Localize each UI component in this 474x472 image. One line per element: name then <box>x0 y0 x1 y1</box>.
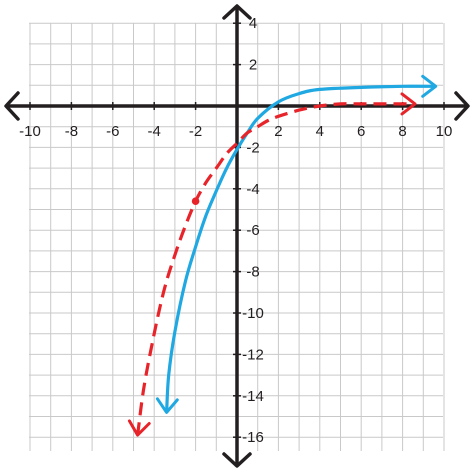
dashed-curve-start-arrowhead <box>127 419 151 437</box>
y-tick-label: -6 <box>246 222 259 239</box>
x-tick-label: -8 <box>65 123 78 140</box>
x-tick-label: -6 <box>106 123 119 140</box>
solid-curve-end-arrowhead <box>421 74 438 98</box>
solid-curve-start-arrowhead <box>155 397 179 414</box>
y-tick-label: -14 <box>242 388 264 405</box>
x-tick-label: 4 <box>316 123 324 140</box>
x-tick-label: -4 <box>148 123 161 140</box>
dashed-curve <box>136 102 415 436</box>
curves <box>127 74 438 437</box>
y-tick-label: -12 <box>242 346 264 363</box>
y-tick-label: -16 <box>242 429 264 446</box>
y-tick-label: -8 <box>246 264 259 281</box>
x-axis-right-arrowhead <box>454 91 470 121</box>
y-tick-label: 4 <box>249 15 257 32</box>
x-tick-label: 8 <box>398 123 406 140</box>
x-tick-label: 2 <box>274 123 282 140</box>
x-tick-labels: -10 -8 -6 -4 -2 2 4 6 8 10 <box>19 123 452 140</box>
y-tick-labels: 4 2 -2 -4 -6 -8 -10 -12 -14 -16 <box>242 15 264 446</box>
points <box>191 197 200 206</box>
plotted-point <box>191 197 200 206</box>
axes <box>4 4 470 468</box>
x-tick-label: -2 <box>189 123 202 140</box>
y-tick-label: -10 <box>242 305 264 322</box>
solid-curve-group <box>155 74 438 414</box>
x-tick-label: -10 <box>19 123 41 140</box>
x-axis-left-arrowhead <box>4 91 20 121</box>
y-axis-bottom-arrowhead <box>222 452 252 468</box>
dashed-curve-end-arrowhead <box>400 92 417 116</box>
x-tick-label: 6 <box>357 123 365 140</box>
y-axis-top-arrowhead <box>222 4 252 20</box>
x-tick-label: 10 <box>436 123 453 140</box>
y-tick-label: -2 <box>246 139 259 156</box>
dashed-curve-group <box>127 92 417 437</box>
y-tick-label: 2 <box>249 57 257 74</box>
y-tick-label: -4 <box>246 181 259 198</box>
solid-curve <box>165 84 436 413</box>
